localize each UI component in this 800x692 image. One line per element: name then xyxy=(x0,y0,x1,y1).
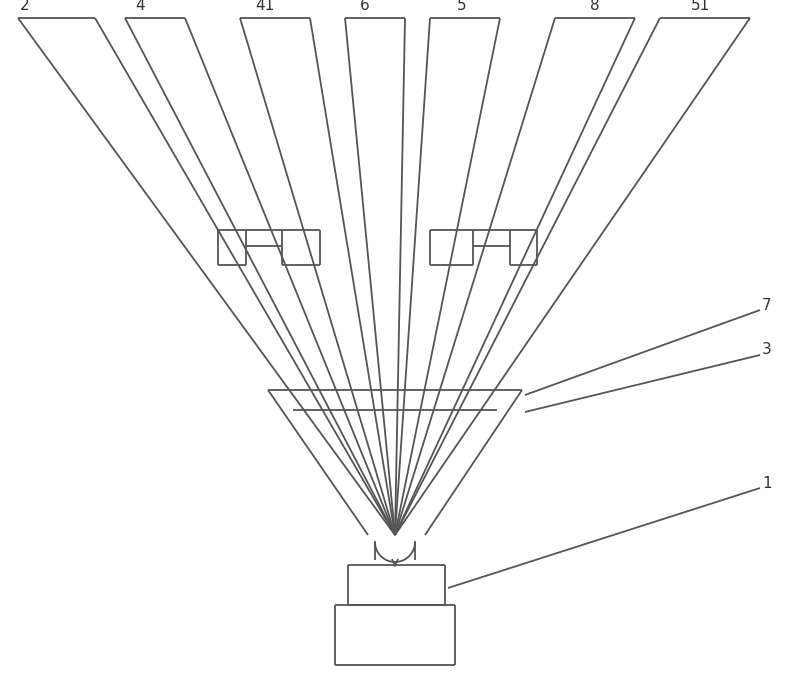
Text: 3: 3 xyxy=(762,343,772,358)
Text: 4: 4 xyxy=(135,0,145,13)
Text: 8: 8 xyxy=(590,0,600,13)
Text: 6: 6 xyxy=(360,0,370,13)
Text: 2: 2 xyxy=(20,0,30,13)
Text: 5: 5 xyxy=(457,0,467,13)
Text: 41: 41 xyxy=(255,0,274,13)
Text: 7: 7 xyxy=(762,298,772,313)
Text: 1: 1 xyxy=(762,475,772,491)
Text: 51: 51 xyxy=(690,0,710,13)
